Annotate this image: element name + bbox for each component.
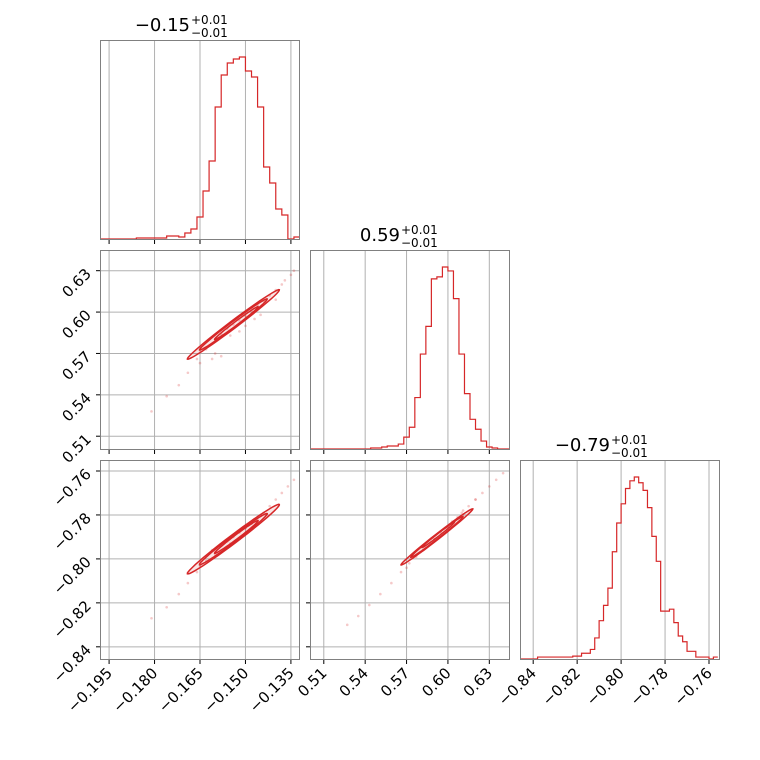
sample-point-2-0-18 bbox=[286, 485, 290, 488]
sample-point-2-1-15 bbox=[461, 509, 465, 512]
title-minus-1: −0.01 bbox=[401, 236, 438, 250]
sample-point-2-1-19 bbox=[488, 485, 491, 488]
sample-point-2-1-18 bbox=[481, 491, 484, 495]
sample-point-2-0-15 bbox=[268, 504, 271, 508]
sample-point-1-0-21 bbox=[198, 361, 202, 365]
sample-point-2-0-4 bbox=[195, 570, 199, 574]
title-minus-2: −0.01 bbox=[611, 446, 648, 460]
x-tick-label-0-4: −0.135 bbox=[246, 664, 298, 716]
y-tick-label-2-4: −0.76 bbox=[50, 465, 95, 510]
sample-point-2-1-16 bbox=[467, 504, 470, 508]
y-tick-label-1-0: 0.51 bbox=[58, 430, 94, 466]
contour-2-1-2 bbox=[421, 521, 456, 549]
title-plus-0: +0.01 bbox=[191, 13, 228, 27]
y-tick-label-1-2: 0.57 bbox=[58, 348, 94, 384]
sample-point-1-0-0 bbox=[150, 410, 153, 413]
x-tick-label-1-4: 0.63 bbox=[460, 664, 496, 700]
x-tick-label-0-1: −0.180 bbox=[109, 664, 161, 716]
sample-point-1-0-25 bbox=[259, 313, 262, 317]
y-tick-label-1-3: 0.60 bbox=[58, 306, 94, 342]
title-value-2: −0.79 bbox=[555, 435, 610, 456]
sample-point-1-0-30 bbox=[219, 354, 223, 358]
sample-point-2-1-2 bbox=[368, 603, 371, 607]
x-tick-label-2-1: −0.82 bbox=[539, 664, 584, 709]
sample-point-1-0-4 bbox=[195, 357, 199, 361]
sample-point-2-1-26 bbox=[460, 511, 464, 515]
sample-point-1-0-20 bbox=[292, 269, 296, 272]
sample-point-1-0-1 bbox=[165, 394, 168, 398]
sample-point-2-1-21 bbox=[501, 471, 505, 475]
x-tick-label-2-2: −0.80 bbox=[583, 664, 628, 709]
sample-point-1-0-18 bbox=[283, 279, 287, 282]
x-tick-label-1-0: 0.51 bbox=[294, 664, 330, 700]
x-tick-label-2-3: −0.78 bbox=[627, 664, 672, 709]
panel-2-2: −0.84−0.82−0.80−0.78−0.76 −0.79 +0.01−0.01 bbox=[495, 433, 720, 709]
panel-1-0: 0.51 0.54 0.57 0.60 0.63 bbox=[58, 250, 300, 467]
panel-1-1: 0.59 +0.01−0.01 bbox=[310, 223, 510, 454]
sample-point-1-0-22 bbox=[213, 352, 217, 355]
sample-point-1-0-29 bbox=[253, 317, 256, 321]
histogram-0 bbox=[100, 56, 300, 240]
sample-point-1-0-2 bbox=[177, 383, 181, 387]
x-tick-label-0-2: −0.165 bbox=[155, 664, 207, 716]
panel-frame-1-0 bbox=[100, 250, 300, 450]
sample-point-2-0-19 bbox=[292, 478, 296, 482]
y-tick-label-2-3: −0.78 bbox=[50, 509, 95, 554]
x-tick-label-0-3: −0.150 bbox=[200, 664, 252, 716]
sample-point-1-0-27 bbox=[210, 357, 214, 361]
sample-point-2-1-17 bbox=[474, 498, 477, 501]
sample-point-1-0-28 bbox=[238, 330, 241, 333]
sample-point-2-1-20 bbox=[494, 478, 498, 482]
panel-frame-2-1 bbox=[310, 460, 510, 660]
title-minus-0: −0.01 bbox=[191, 26, 228, 40]
panel-frame-2-2 bbox=[520, 460, 720, 660]
sample-point-2-0-0 bbox=[150, 616, 153, 620]
x-tick-label-2-0: −0.84 bbox=[495, 664, 540, 709]
panel-2-0: −0.195−0.180−0.165−0.150−0.135−0.84−0.82… bbox=[50, 460, 300, 716]
sample-point-2-0-16 bbox=[274, 498, 278, 501]
panel-frame-2-0 bbox=[100, 460, 300, 660]
sample-point-2-1-4 bbox=[390, 581, 393, 585]
sample-point-1-0-26 bbox=[274, 298, 278, 301]
x-tick-label-1-1: 0.54 bbox=[336, 664, 372, 700]
sample-point-2-1-6 bbox=[408, 561, 411, 565]
x-tick-label-2-4: −0.76 bbox=[671, 664, 716, 709]
contour-2-0-1 bbox=[198, 512, 268, 566]
sample-point-2-0-1 bbox=[165, 605, 168, 609]
sample-point-1-0-19 bbox=[289, 273, 293, 277]
sample-point-1-0-23 bbox=[229, 334, 232, 337]
sample-point-2-1-3 bbox=[379, 592, 382, 596]
x-tick-label-1-2: 0.57 bbox=[377, 664, 413, 700]
sample-point-2-0-2 bbox=[177, 592, 181, 596]
title-plus-2: +0.01 bbox=[611, 433, 648, 447]
contour-1-0-2 bbox=[213, 305, 259, 341]
histogram-1 bbox=[310, 266, 510, 450]
sample-point-1-0-17 bbox=[280, 283, 284, 286]
y-tick-label-1-4: 0.63 bbox=[58, 265, 94, 301]
title-plus-1: +0.01 bbox=[401, 223, 438, 237]
panel-frame-1-1 bbox=[310, 250, 510, 450]
sample-point-2-1-1 bbox=[356, 614, 360, 618]
y-tick-label-2-1: −0.82 bbox=[50, 597, 95, 642]
sample-point-1-0-24 bbox=[244, 324, 247, 328]
histogram-2 bbox=[520, 476, 718, 660]
panel-2-1: 0.51 0.54 0.57 0.60 0.63 bbox=[294, 460, 510, 700]
panel-frame-0-0 bbox=[100, 40, 300, 240]
x-tick-label-1-3: 0.60 bbox=[418, 664, 454, 700]
sample-point-2-1-22 bbox=[405, 566, 408, 569]
title-value-0: −0.15 bbox=[135, 15, 190, 36]
sample-point-2-1-5 bbox=[399, 570, 403, 574]
sample-point-2-0-3 bbox=[186, 581, 190, 585]
panel-0-0: −0.15 +0.01−0.01 bbox=[100, 13, 300, 244]
sample-point-2-0-17 bbox=[280, 491, 284, 495]
title-value-1: 0.59 bbox=[360, 225, 400, 246]
y-tick-label-2-2: −0.80 bbox=[50, 553, 95, 598]
y-tick-label-1-1: 0.54 bbox=[58, 389, 94, 425]
sample-point-2-1-0 bbox=[345, 623, 349, 627]
contour-2-0-2 bbox=[213, 519, 259, 555]
sample-point-1-0-3 bbox=[186, 371, 190, 375]
sample-point-2-1-27 bbox=[474, 498, 477, 501]
